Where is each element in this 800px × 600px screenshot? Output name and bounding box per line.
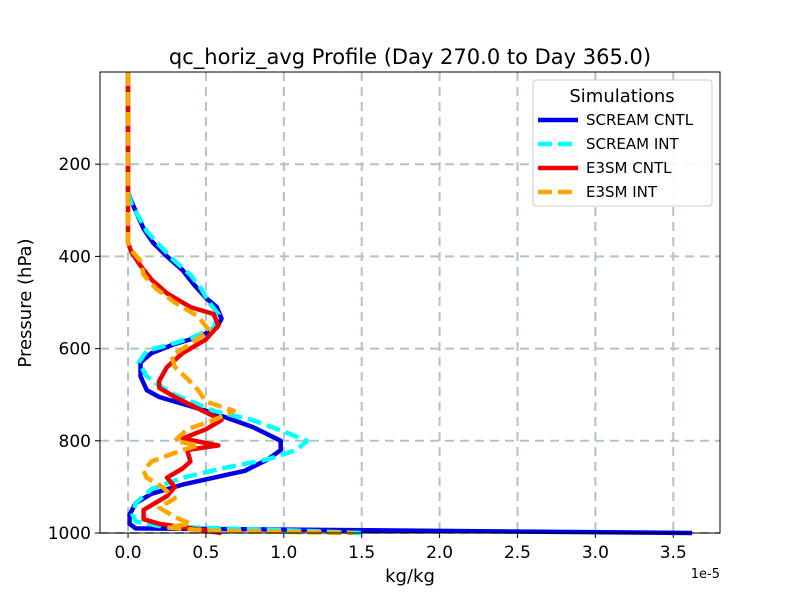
y-axis: 200 400 600 800 1000 bbox=[48, 155, 100, 544]
legend-label: E3SM CNTL bbox=[586, 159, 672, 177]
y-tick-label: 600 bbox=[59, 340, 91, 360]
x-axis-label: kg/kg bbox=[385, 566, 435, 587]
x-tick-label: 0.5 bbox=[192, 543, 219, 563]
y-tick-label: 1000 bbox=[48, 524, 91, 544]
legend-label: SCREAM CNTL bbox=[586, 111, 694, 129]
x-tick-label: 2.0 bbox=[426, 543, 453, 563]
y-tick-label: 200 bbox=[59, 155, 91, 175]
x-tick-label: 3.5 bbox=[660, 543, 687, 563]
x-axis-offset-label: 1e-5 bbox=[691, 567, 720, 582]
x-tick-label: 1.5 bbox=[348, 543, 375, 563]
legend-label: SCREAM INT bbox=[586, 135, 680, 153]
y-tick-label: 400 bbox=[59, 247, 91, 267]
plot-frame bbox=[99, 71, 721, 534]
x-tick-label: 2.5 bbox=[504, 543, 531, 563]
series-line-e3sm-int bbox=[125, 72, 354, 536]
y-axis-label: Pressure (hPa) bbox=[15, 238, 36, 367]
series-line-e3sm-cntl bbox=[125, 72, 224, 536]
x-tick-label: 1.0 bbox=[270, 543, 297, 563]
y-tick-label: 800 bbox=[59, 432, 91, 452]
chart-title: qc_horiz_avg Profile (Day 270.0 to Day 3… bbox=[169, 45, 651, 70]
legend: Simulations SCREAM CNTL SCREAM INT E3SM CN… bbox=[532, 79, 713, 207]
legend-box bbox=[532, 79, 713, 207]
series-lines bbox=[125, 72, 693, 536]
x-axis: 0.0 0.5 1.0 1.5 2.0 2.5 3.0 3.5 bbox=[115, 533, 687, 563]
legend-title: Simulations bbox=[569, 86, 674, 107]
x-tick-label: 3.0 bbox=[582, 543, 609, 563]
x-tick-label: 0.0 bbox=[115, 543, 142, 563]
legend-label: E3SM INT bbox=[586, 183, 658, 201]
